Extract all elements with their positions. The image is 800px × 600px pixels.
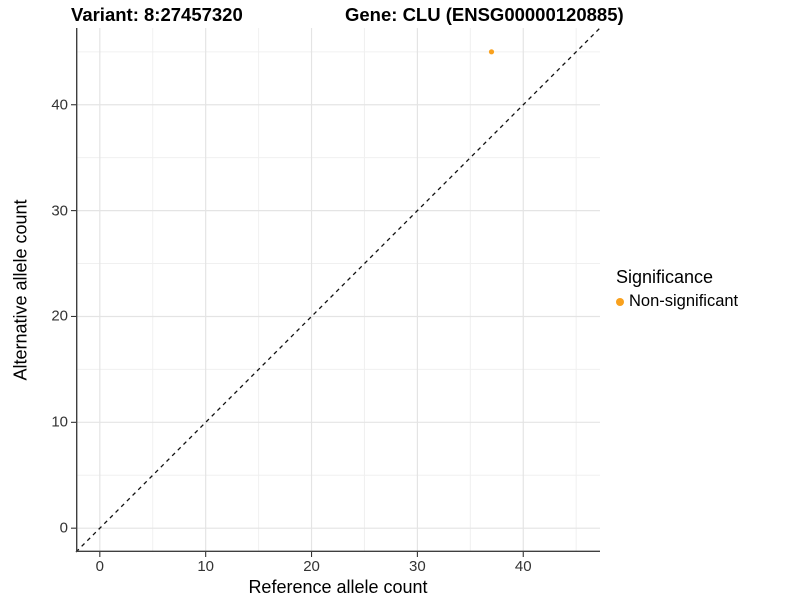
y-tick-label: 30 <box>51 202 68 220</box>
y-tick-label: 10 <box>51 413 68 431</box>
x-tick-label: 20 <box>303 558 320 575</box>
x-tick-label: 30 <box>409 558 426 575</box>
x-tick-label: 0 <box>95 558 104 575</box>
legend: Significance Non-significant <box>616 267 738 311</box>
x-tick-label: 40 <box>514 558 532 575</box>
plot-title-variant: Variant: 8:27457320 <box>71 4 243 25</box>
legend-item-label: Non-significant <box>629 292 739 310</box>
legend-item: Non-significant <box>616 292 738 311</box>
legend-title: Significance <box>616 267 714 287</box>
scatter-plot-canvas <box>71 27 601 557</box>
x-axis-tick-labels: 0 10 20 30 40 <box>76 558 600 576</box>
y-tick-label: 20 <box>51 307 68 325</box>
y-tick-label: 40 <box>51 96 68 114</box>
plot-panel <box>71 27 601 557</box>
legend-point-icon <box>616 297 624 306</box>
plot-title-gene: Gene: CLU (ENSG00000120885) <box>345 4 624 25</box>
y-tick-label: 0 <box>59 519 68 537</box>
identity-line <box>75 27 601 553</box>
x-axis-title: Reference allele count <box>248 577 428 597</box>
x-tick-label: 10 <box>197 558 215 575</box>
y-axis-tick-labels: 0 10 20 30 40 <box>0 28 70 552</box>
data-point <box>488 49 495 55</box>
